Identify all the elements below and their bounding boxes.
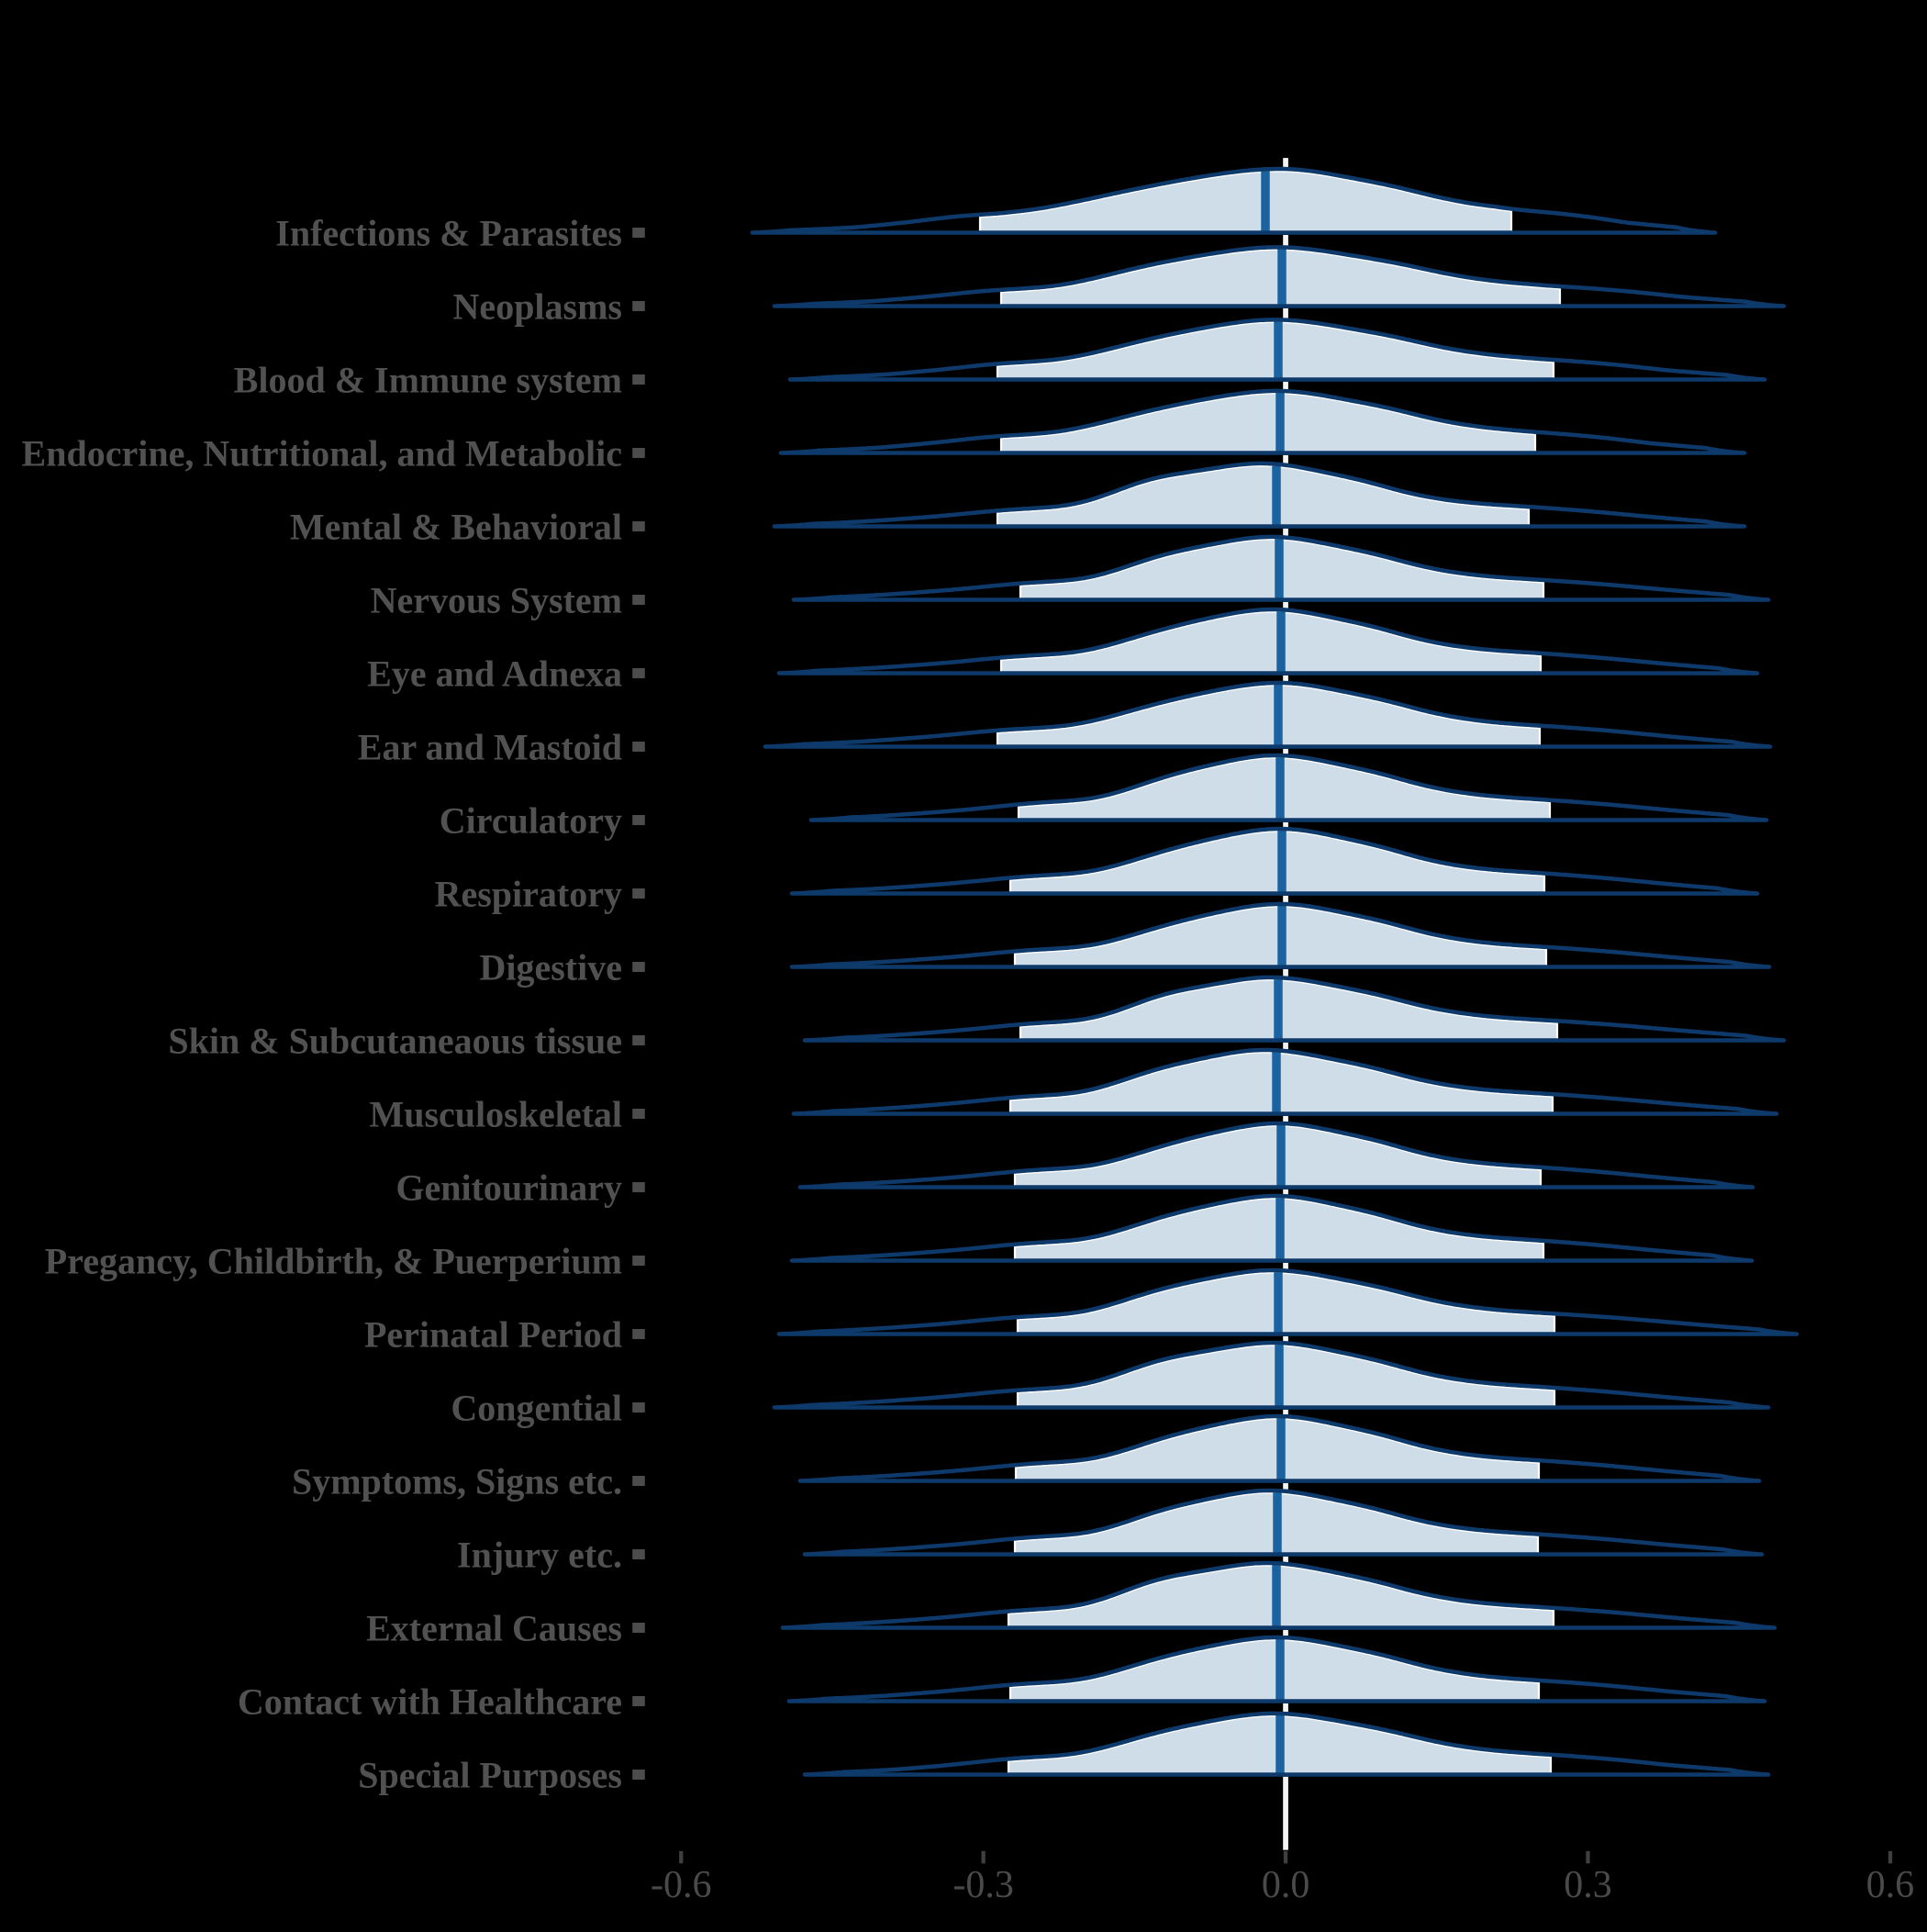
- svg-text:-0.3: -0.3: [952, 1864, 1014, 1906]
- svg-text:Eye and Adnexa: Eye and Adnexa: [367, 653, 622, 695]
- svg-text:Congential: Congential: [451, 1388, 622, 1429]
- svg-text:Mental & Behavioral: Mental & Behavioral: [290, 507, 622, 548]
- svg-text:0.6: 0.6: [1866, 1864, 1915, 1906]
- svg-text:Injury etc.: Injury etc.: [457, 1535, 622, 1576]
- svg-text:Endocrine, Nutritional, and Me: Endocrine, Nutritional, and Metabolic: [22, 433, 622, 475]
- svg-text:Pregancy, Childbirth, & Puerpe: Pregancy, Childbirth, & Puerperium: [45, 1241, 622, 1282]
- svg-text:Infections & Parasites: Infections & Parasites: [275, 213, 622, 254]
- svg-text:Ear and Mastoid: Ear and Mastoid: [358, 727, 622, 768]
- svg-text:Perinatal Period: Perinatal Period: [364, 1314, 622, 1356]
- svg-text:Skin & Subcutaneaous tissue: Skin & Subcutaneaous tissue: [168, 1021, 622, 1062]
- svg-text:Genitourinary: Genitourinary: [395, 1167, 622, 1209]
- svg-text:Special Purposes: Special Purposes: [358, 1755, 622, 1796]
- svg-text:Symptoms, Signs etc.: Symptoms, Signs etc.: [292, 1461, 622, 1502]
- svg-text:Blood & Immune system: Blood & Immune system: [234, 360, 622, 401]
- svg-text:Digestive: Digestive: [479, 947, 622, 988]
- svg-text:0.0: 0.0: [1262, 1864, 1310, 1906]
- svg-text:Circulatory: Circulatory: [440, 800, 622, 842]
- svg-text:Neoplasms: Neoplasms: [453, 286, 622, 328]
- svg-text:Respiratory: Respiratory: [435, 874, 622, 915]
- svg-text:-0.6: -0.6: [651, 1864, 712, 1906]
- svg-text:Musculoskeletal: Musculoskeletal: [369, 1094, 622, 1135]
- svg-text:0.3: 0.3: [1564, 1864, 1612, 1906]
- svg-text:External Causes: External Causes: [366, 1608, 622, 1649]
- svg-text:Contact with Healthcare: Contact with Healthcare: [238, 1681, 622, 1723]
- svg-text:Nervous System: Nervous System: [371, 580, 622, 621]
